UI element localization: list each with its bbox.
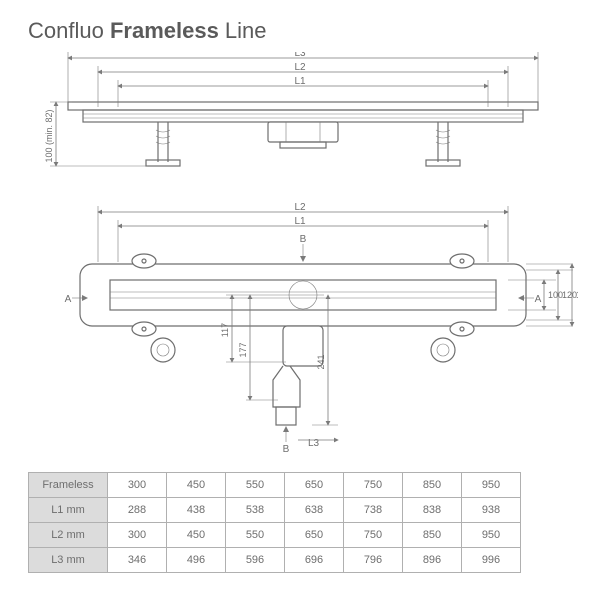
section-a-right: A [535,294,542,305]
title-post: Line [219,18,267,43]
dim-120: 120 [562,290,577,300]
page-title: Confluo Frameless Line [28,18,267,44]
section-a-left: A [65,294,72,305]
dim-l1-plan: L1 [294,216,306,227]
dim-l2-plan: L2 [294,202,306,213]
title-bold: Frameless [110,18,219,43]
dim-height: 100 (min. 82) [44,109,54,162]
dimensions-table: Frameless 300 450 550 650 750 850 950 L1… [28,472,521,573]
dim-l3-top: L3 [294,52,306,59]
leg-right [426,122,460,166]
plan-view: L2 L1 B [65,202,578,452]
drawing-svg: L3 L2 L1 [28,52,578,452]
section-b-bottom: B [283,444,290,452]
dim-241: 241 [316,354,326,369]
section-b-top: B [300,234,307,245]
title-pre: Confluo [28,18,110,43]
row-header: Frameless [29,473,108,498]
leg-left [146,122,180,166]
dim-117: 117 [220,323,230,337]
table-row: L2 mm 300 450 550 650 750 850 950 [29,523,521,548]
row-header: L2 mm [29,523,108,548]
dim-177: 177 [238,342,248,357]
table-row: L3 mm 346 496 596 696 796 896 996 [29,548,521,573]
technical-drawing: L3 L2 L1 [28,52,578,452]
table-row: L1 mm 288 438 538 638 738 838 938 [29,498,521,523]
row-header: L3 mm [29,548,108,573]
dim-l1-top: L1 [294,76,306,87]
row-header: L1 mm [29,498,108,523]
table-row: Frameless 300 450 550 650 750 850 950 [29,473,521,498]
dim-l2-top: L2 [294,62,306,73]
dim-100: 100 [548,290,563,300]
elevation-view: L3 L2 L1 [44,52,538,166]
dim-136: 136 [576,290,578,300]
